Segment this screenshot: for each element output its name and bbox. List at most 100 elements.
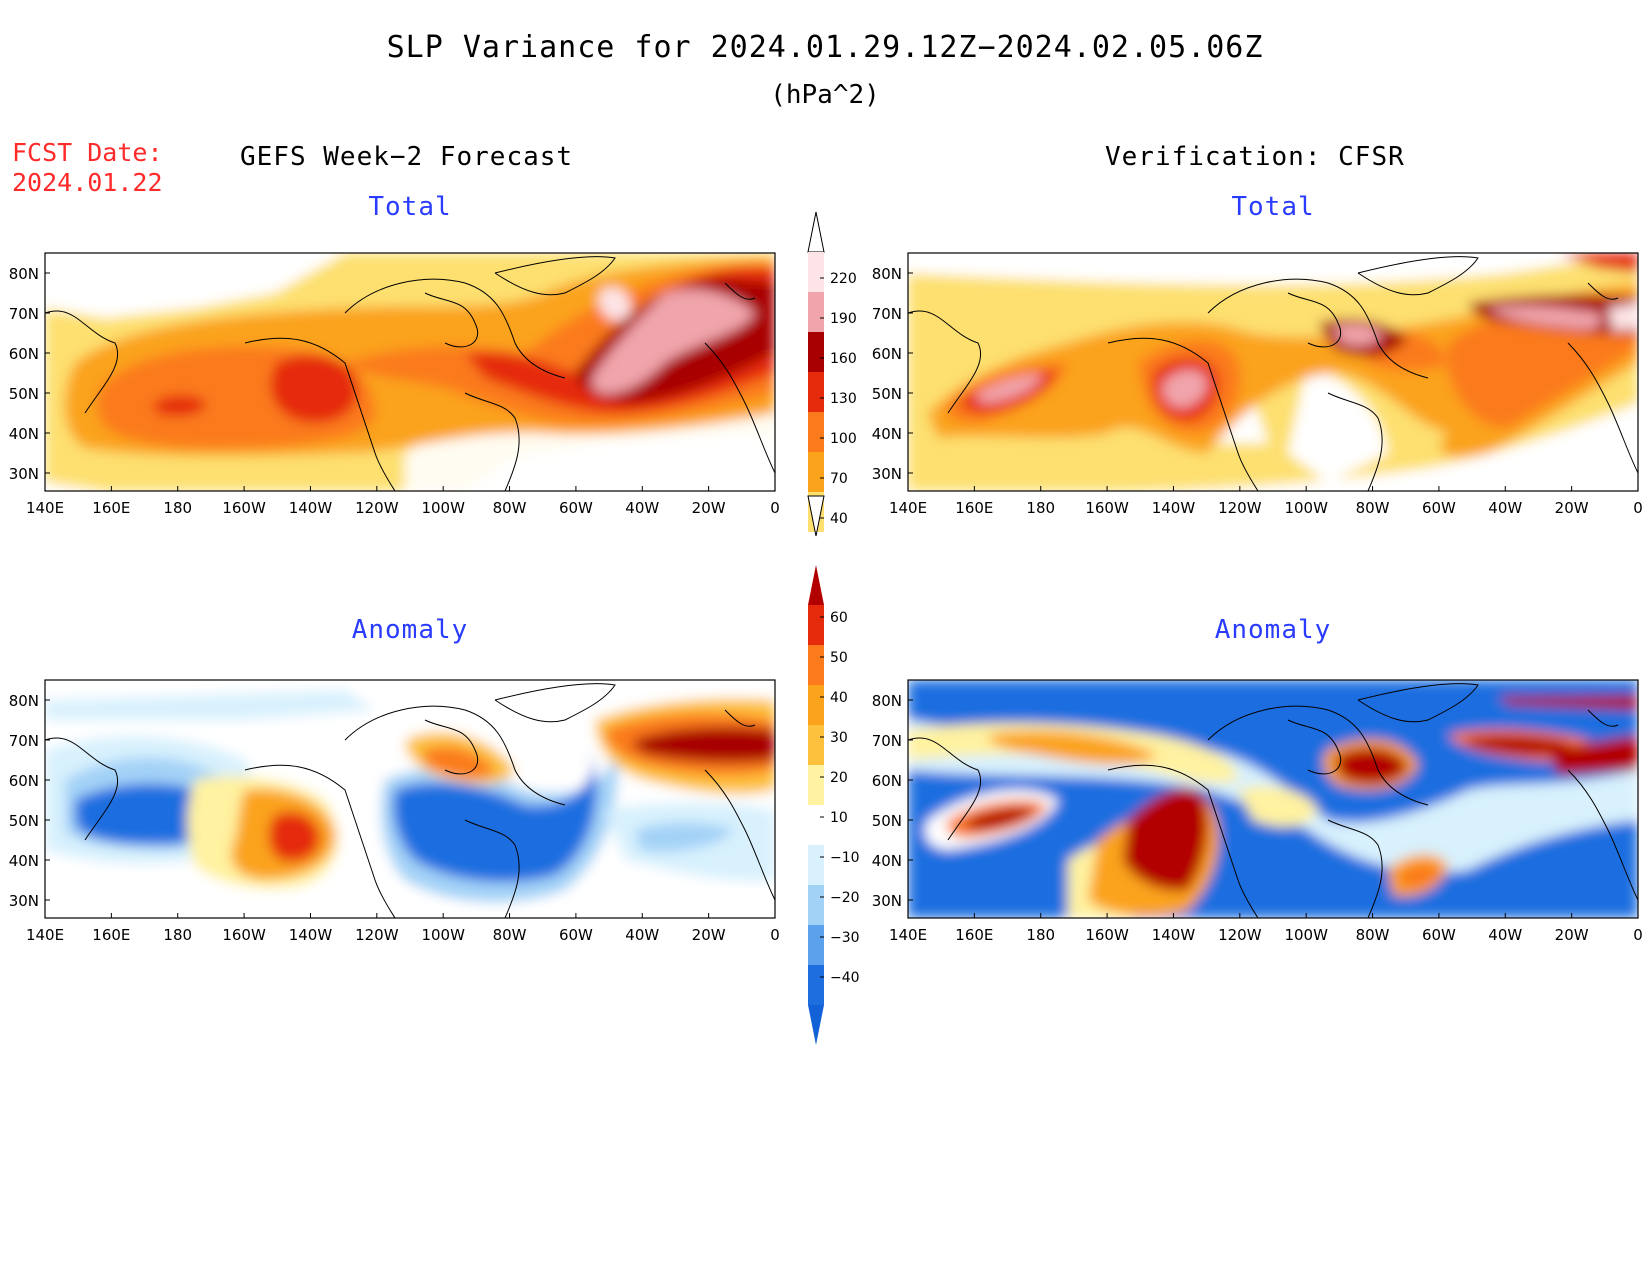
lon-tick-label: 160W <box>1085 926 1129 944</box>
lon-tick-label: 140E <box>889 499 927 517</box>
lat-tick-label: 70N <box>872 732 902 750</box>
lon-tick-label: 40W <box>1488 499 1522 517</box>
lat-tick-label: 70N <box>872 305 902 323</box>
lon-tick-label: 120W <box>1218 499 1262 517</box>
lon-tick-label: 0 <box>1633 926 1643 944</box>
lat-tick-label: 60N <box>9 345 39 363</box>
lat-tick-label: 30N <box>872 465 902 483</box>
lon-tick-label: 160W <box>222 926 266 944</box>
colorbar-swatch <box>808 605 824 645</box>
lon-tick-label: 0 <box>1633 499 1643 517</box>
colorbar-swatch <box>808 685 824 725</box>
lat-tick-label: 60N <box>872 345 902 363</box>
colorbar-tick-label: 10 <box>830 810 848 826</box>
lat-tick-label: 30N <box>9 892 39 910</box>
lat-tick-label: 80N <box>872 692 902 710</box>
lon-tick-label: 120W <box>355 499 399 517</box>
lon-tick-label: 140W <box>1152 926 1196 944</box>
colorbar-tick-label: 160 <box>830 351 857 367</box>
lon-tick-label: 160E <box>955 926 993 944</box>
figure-title: SLP Variance for 2024.01.29.12Z−2024.02.… <box>386 30 1264 65</box>
field-band-220-atlantic <box>598 287 631 321</box>
colorbar-tick-label: 30 <box>830 730 848 746</box>
field-band-190-atlantic <box>591 289 755 394</box>
lon-tick-label: 0 <box>770 499 780 517</box>
lat-tick-label: 40N <box>9 425 39 443</box>
right-column-header: Verification: CFSR <box>1105 142 1405 172</box>
colorbar-swatch <box>808 332 824 372</box>
colorbar-swatch <box>808 925 824 965</box>
lat-tick-label: 50N <box>9 812 39 830</box>
colorbar-swatch <box>808 845 824 885</box>
lat-tick-label: 80N <box>9 692 39 710</box>
colorbar-tick-label: 40 <box>830 690 848 706</box>
panel-title-forecast-total: Total <box>368 192 452 222</box>
map-verification-total <box>907 252 1639 492</box>
colorbar-tick-label: −10 <box>830 850 860 866</box>
colorbar-bottom-arrow <box>808 1005 824 1045</box>
lon-tick-label: 180 <box>1026 926 1055 944</box>
lon-tick-label: 180 <box>163 499 192 517</box>
colorbar-swatch <box>808 765 824 805</box>
colorbar-tick-label: 60 <box>830 610 848 626</box>
lon-tick-label: 160W <box>1085 499 1129 517</box>
map-forecast-anomaly <box>44 679 776 919</box>
lon-tick-label: 100W <box>1284 499 1328 517</box>
lat-tick-label: 70N <box>9 732 39 750</box>
lat-tick-label: 40N <box>9 852 39 870</box>
lon-tick-label: 20W <box>692 926 726 944</box>
colorbar-swatch <box>808 452 824 492</box>
lon-tick-label: 180 <box>163 926 192 944</box>
colorbar-tick-label: 70 <box>830 471 848 487</box>
lat-tick-label: 40N <box>872 425 902 443</box>
lon-tick-label: 160E <box>92 926 130 944</box>
lon-tick-label: 20W <box>1555 499 1589 517</box>
lon-tick-label: 20W <box>1555 926 1589 944</box>
colorbar-tick-label: 190 <box>830 311 857 327</box>
lon-tick-label: 60W <box>1422 926 1456 944</box>
lon-tick-label: 40W <box>625 499 659 517</box>
lon-tick-label: 160E <box>92 499 130 517</box>
lat-tick-label: 40N <box>872 852 902 870</box>
lon-tick-label: 80W <box>1356 926 1390 944</box>
lon-tick-label: 0 <box>770 926 780 944</box>
lon-tick-label: 140E <box>889 926 927 944</box>
colorbar-swatch <box>808 372 824 412</box>
colorbar-total: 220 190 160 130 100 70 40 <box>807 211 857 537</box>
panel-title-forecast-anomaly: Anomaly <box>351 615 469 645</box>
map-frame <box>44 252 776 492</box>
lon-tick-label: 120W <box>355 926 399 944</box>
lon-tick-label: 60W <box>1422 499 1456 517</box>
colorbar-tick-label: −40 <box>830 970 860 986</box>
colorbar-swatch <box>808 252 824 292</box>
lon-tick-label: 40W <box>1488 926 1522 944</box>
lat-tick-label: 60N <box>9 772 39 790</box>
panel-title-verification-anomaly: Anomaly <box>1214 615 1332 645</box>
colorbar-swatch <box>808 885 824 925</box>
colorbar-tick-label: −30 <box>830 930 860 946</box>
lat-tick-label: 50N <box>872 385 902 403</box>
colorbar-tick-label: 40 <box>830 511 848 527</box>
lon-tick-label: 140W <box>1152 499 1196 517</box>
lon-tick-label: 100W <box>1284 926 1328 944</box>
colorbar-swatch <box>808 805 824 845</box>
lon-tick-label: 80W <box>493 499 527 517</box>
colorbar-top-arrow <box>808 565 824 605</box>
colorbar-swatch <box>808 645 824 685</box>
colorbar-swatch <box>808 292 824 332</box>
lat-tick-label: 60N <box>872 772 902 790</box>
colorbar-swatch <box>808 725 824 765</box>
colorbar-tick-label: 220 <box>830 271 857 287</box>
map-verification-anomaly <box>907 679 1639 919</box>
colorbar-bottom-arrow <box>807 495 825 537</box>
lon-tick-label: 60W <box>559 499 593 517</box>
lon-tick-label: 140E <box>26 499 64 517</box>
lon-tick-label: 140W <box>289 926 333 944</box>
lon-tick-label: 40W <box>625 926 659 944</box>
fcst-date-label: FCST Date: <box>12 138 163 167</box>
map-forecast-total <box>44 252 776 492</box>
lon-tick-label: 120W <box>1218 926 1262 944</box>
lon-tick-label: 160W <box>222 499 266 517</box>
lat-tick-label: 70N <box>9 305 39 323</box>
